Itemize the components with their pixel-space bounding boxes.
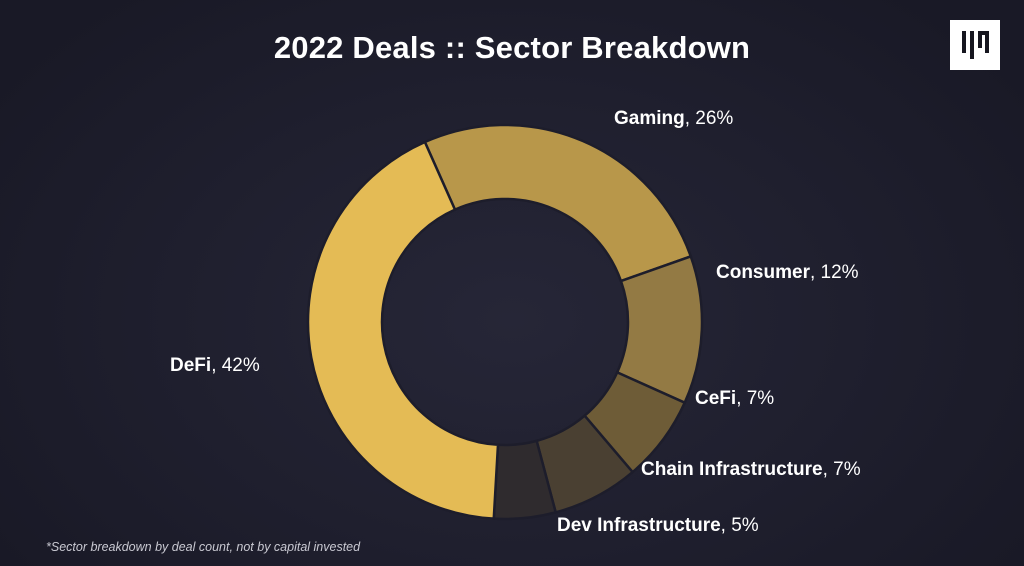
label-gaming: Gaming, 26% [614, 108, 733, 130]
label-defi: DeFi, 42% [170, 355, 260, 377]
label-defi-name: DeFi [170, 355, 212, 376]
chart-title: 2022 Deals :: Sector Breakdown [273, 30, 751, 65]
slice-defi [306, 140, 500, 520]
label-consumer-value: , 12% [809, 262, 859, 283]
label-chain-infrastructure: Chain Infrastructure, 7% [641, 459, 861, 481]
label-chain-infrastructure-name: Chain Infrastructure [641, 459, 823, 480]
label-consumer-name: Consumer [716, 262, 810, 283]
label-consumer: Consumer, 12% [716, 262, 859, 284]
footnote: *Sector breakdown by deal count, not by … [46, 540, 361, 554]
label-defi-value: , 42% [211, 355, 260, 376]
label-cefi: CeFi, 7% [695, 388, 774, 410]
label-dev-infrastructure: Dev Infrastructure, 5% [557, 515, 759, 537]
label-dev-infrastructure-value: , 5% [720, 515, 759, 536]
label-gaming-name: Gaming [614, 108, 685, 129]
label-chain-infrastructure-value: , 7% [822, 459, 861, 480]
brand-logo-icon [950, 20, 1000, 70]
label-gaming-value: , 26% [684, 108, 734, 129]
slice-gaming [423, 123, 693, 283]
label-dev-infrastructure-name: Dev Infrastructure [557, 515, 721, 536]
label-cefi-value: , 7% [736, 388, 775, 409]
label-cefi-name: CeFi [695, 388, 737, 409]
